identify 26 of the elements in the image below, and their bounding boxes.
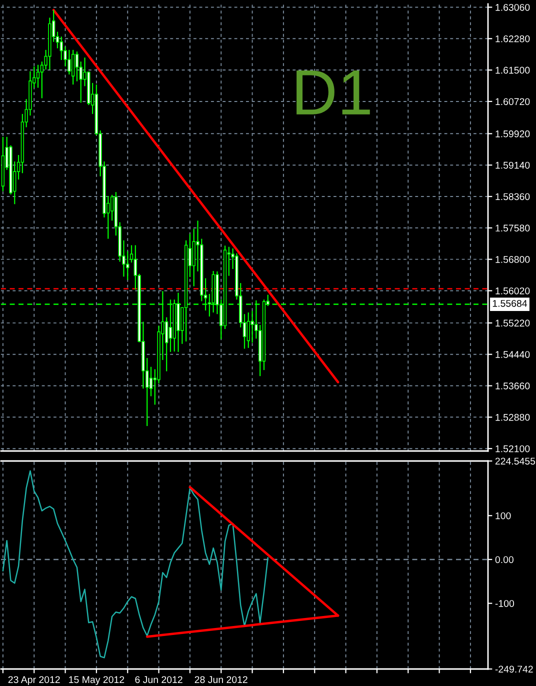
y-tick-label: 1.56020: [496, 287, 530, 294]
y-tick-label: 1.52880: [496, 414, 530, 421]
y-tick-label: 1.61500: [496, 66, 530, 74]
y-tick-label: 1.59140: [496, 162, 530, 169]
x-tick-label: 23 Apr 2012: [8, 676, 60, 686]
y-tick-label: 1.55220: [496, 320, 530, 327]
y-tick-label: 0.00: [495, 556, 514, 564]
y-tick-label: 1.59920: [496, 130, 530, 138]
x-tick-label: 15 May 2012: [69, 676, 124, 686]
y-tick-label: 1.63060: [496, 4, 530, 11]
y-tick-label: 1.60720: [496, 98, 530, 106]
y-tick-label: 1.57580: [496, 224, 530, 232]
annotation: D1: [296, 70, 370, 114]
x-tick-label: 28 Jun 2012: [194, 676, 248, 684]
y-tick-label: 1.58360: [496, 193, 530, 200]
ref-line-label: 1.55684: [492, 300, 528, 307]
y-tick-label: 1.62280: [496, 35, 530, 42]
y-tick-label: 1.52100: [496, 445, 530, 452]
y-tick-label: 100: [496, 512, 511, 520]
y-tick-label: -249.742: [495, 666, 533, 673]
y-tick-label: 1.53660: [496, 382, 530, 390]
x-tick-label: 6 Jun 2012: [135, 676, 182, 684]
y-tick-label: 1.56800: [496, 256, 530, 263]
y-tick-label: 1.54440: [496, 351, 530, 358]
y-tick-label: 224.5455: [495, 458, 536, 465]
y-tick-label: -100: [495, 600, 514, 607]
